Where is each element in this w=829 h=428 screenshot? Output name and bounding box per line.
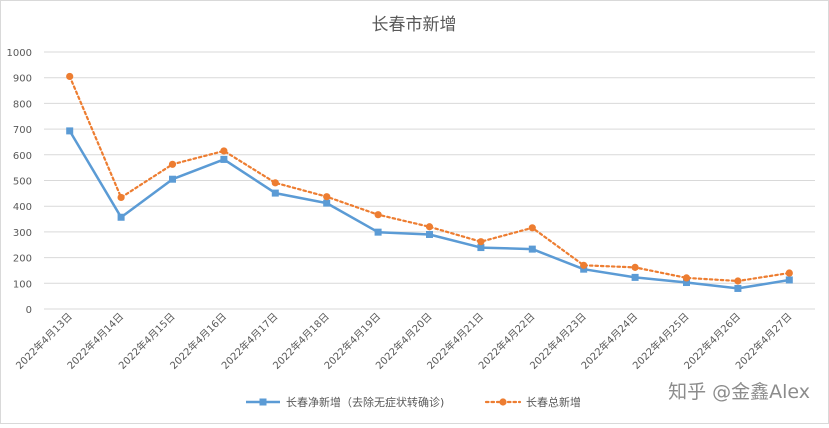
y-tick-label: 600 — [13, 151, 32, 162]
data-point — [683, 279, 690, 287]
data-point — [528, 224, 536, 232]
chart-title: 长春市新增 — [372, 15, 457, 35]
data-point — [682, 274, 691, 282]
y-tick-label: 300 — [13, 228, 32, 239]
data-point — [631, 263, 639, 271]
data-point — [374, 228, 382, 236]
data-point — [169, 175, 176, 183]
data-point — [66, 72, 74, 81]
watermark-text: 知乎 @金鑫Alex — [668, 381, 810, 403]
legend-label: 长春净新增（去除无症状转确诊) — [286, 395, 444, 409]
data-point — [580, 261, 588, 269]
legend-marker — [259, 398, 267, 406]
y-tick-label: 400 — [13, 202, 32, 213]
data-point — [323, 199, 331, 207]
y-tick-label: 200 — [13, 254, 32, 265]
data-point — [734, 277, 742, 285]
y-axis-ticks: 0 100 200 300 400 500 600 700 800 900 1000 — [7, 48, 32, 316]
series-2 — [66, 72, 793, 285]
y-tick-label: 500 — [13, 177, 32, 188]
legend-label: 长春总新增 — [526, 395, 581, 409]
data-point — [271, 179, 279, 187]
data-point — [117, 193, 125, 202]
data-point — [785, 276, 793, 284]
data-point — [374, 211, 382, 219]
data-point — [631, 273, 639, 281]
series-group — [66, 72, 793, 292]
data-point — [477, 238, 485, 246]
data-point — [785, 269, 793, 277]
data-point — [220, 155, 228, 163]
data-point — [168, 160, 177, 168]
legend: 长春净新增（去除无症状转确诊) 长春总新增 — [246, 395, 581, 409]
data-point — [580, 265, 588, 273]
grid-lines — [44, 51, 815, 310]
y-tick-label: 0 — [26, 305, 32, 316]
data-point — [426, 230, 433, 238]
data-point — [117, 213, 125, 221]
data-point — [528, 245, 536, 253]
data-point — [323, 193, 331, 201]
y-tick-label: 900 — [13, 74, 32, 85]
legend-marker — [499, 398, 507, 406]
series-1 — [66, 127, 793, 292]
data-point — [220, 147, 228, 155]
data-point — [477, 244, 485, 252]
y-tick-label: 700 — [13, 125, 32, 136]
data-point — [425, 223, 434, 231]
y-tick-label: 1000 — [7, 48, 32, 59]
data-point — [66, 127, 74, 135]
data-point — [734, 284, 742, 292]
y-tick-label: 800 — [13, 99, 32, 110]
y-tick-label: 100 — [13, 279, 32, 290]
data-point — [271, 189, 279, 197]
